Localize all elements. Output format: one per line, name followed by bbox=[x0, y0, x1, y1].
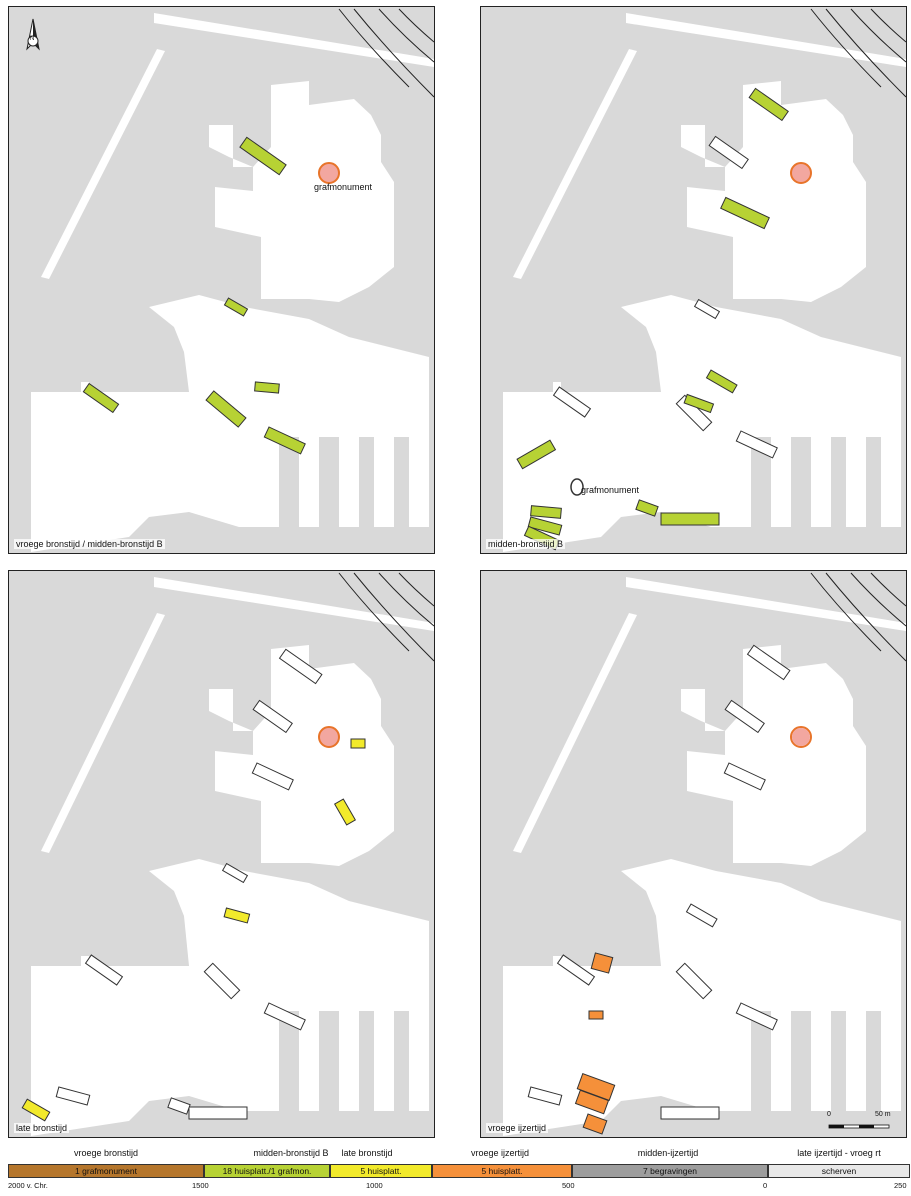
map-canvas bbox=[503, 572, 906, 1136]
phase-label: vroege bronstijd bbox=[73, 1148, 139, 1158]
scale-start-label: 0 bbox=[827, 1111, 831, 1118]
railway-lines bbox=[810, 572, 906, 662]
road-strip-north bbox=[154, 13, 434, 67]
phase-bar: 5 huisplatt. bbox=[330, 1164, 432, 1178]
road-strip-north bbox=[626, 577, 906, 631]
grave-monument-south bbox=[570, 478, 584, 496]
map-panel-4: 0 50 m vroege ijzertijd bbox=[480, 570, 907, 1138]
tick-label: 2000 v. Chr. bbox=[8, 1181, 48, 1190]
house-plans-grey bbox=[552, 135, 778, 459]
railway-lines bbox=[810, 8, 906, 98]
house-plans bbox=[82, 136, 306, 455]
phase-label: midden-bronstijd B bbox=[253, 1148, 329, 1158]
phase-label: midden-ijzertijd bbox=[637, 1148, 699, 1158]
house-plans bbox=[21, 738, 366, 1122]
phase-bar: 18 huisplatt./1 grafmon. bbox=[204, 1164, 330, 1178]
house-plans bbox=[516, 87, 789, 551]
house-plans bbox=[574, 952, 616, 1135]
road-strip-west bbox=[41, 49, 165, 279]
house-plans-grey bbox=[527, 644, 791, 1120]
excavation-area-north bbox=[209, 81, 394, 302]
monument-label: grafmonument bbox=[581, 485, 640, 495]
tick-label: 1000 bbox=[366, 1181, 383, 1190]
grave-monument bbox=[790, 162, 812, 184]
phase-bar: 5 huisplatt. bbox=[432, 1164, 572, 1178]
excavation-area-north bbox=[681, 81, 866, 302]
tick-label: 250 bbox=[894, 1181, 907, 1190]
map-panel-1: N grafmonument vroege bronstijd / midden… bbox=[8, 6, 435, 554]
road-strip-north bbox=[154, 577, 434, 631]
phase-bar: scherven bbox=[768, 1164, 910, 1178]
map-panel-2: grafmonument midden-bronstijd B bbox=[480, 6, 907, 554]
phase-bar: 1 grafmonument bbox=[8, 1164, 204, 1178]
phase-label: vroege ijzertijd bbox=[470, 1148, 530, 1158]
tick-label: 0 bbox=[763, 1181, 768, 1190]
railway-lines bbox=[338, 8, 434, 98]
road-strip-west bbox=[513, 613, 637, 853]
panel-label: vroege bronstijd / midden-bronstijd B bbox=[14, 539, 165, 549]
map-canvas bbox=[26, 8, 434, 552]
grave-monument bbox=[318, 726, 340, 748]
excavation-area-north bbox=[681, 645, 866, 866]
excavation-area-south bbox=[31, 295, 429, 552]
grave-monument bbox=[790, 726, 812, 748]
road-strip-west bbox=[513, 49, 637, 279]
railway-lines bbox=[338, 572, 434, 662]
scale-bar bbox=[828, 1124, 890, 1129]
map-panel-3: late bronstijd bbox=[8, 570, 435, 1138]
panel-label: late bronstijd bbox=[14, 1123, 70, 1133]
phase-bar: 7 begravingen bbox=[572, 1164, 768, 1178]
panel-label: vroege ijzertijd bbox=[486, 1123, 549, 1133]
map-canvas bbox=[503, 8, 906, 552]
phase-label: late bronstijd bbox=[341, 1148, 393, 1158]
monument-label: grafmonument bbox=[314, 182, 373, 192]
panel-label: midden-bronstijd B bbox=[486, 539, 566, 549]
map-canvas bbox=[21, 572, 434, 1136]
north-label: N bbox=[30, 36, 35, 42]
north-arrow-icon bbox=[26, 18, 40, 51]
grave-monument bbox=[318, 162, 340, 184]
road-strip-north bbox=[626, 13, 906, 67]
grave-monument-fill bbox=[792, 728, 810, 746]
tick-label: 1500 bbox=[192, 1181, 209, 1190]
scale-end-label: 50 m bbox=[875, 1111, 891, 1118]
house-plans-grey bbox=[55, 648, 323, 1120]
tick-label: 500 bbox=[562, 1181, 575, 1190]
road-strip-west bbox=[41, 613, 165, 853]
excavation-area-north bbox=[209, 645, 394, 866]
phase-label: late ijzertijd - vroeg rt bbox=[797, 1148, 881, 1158]
